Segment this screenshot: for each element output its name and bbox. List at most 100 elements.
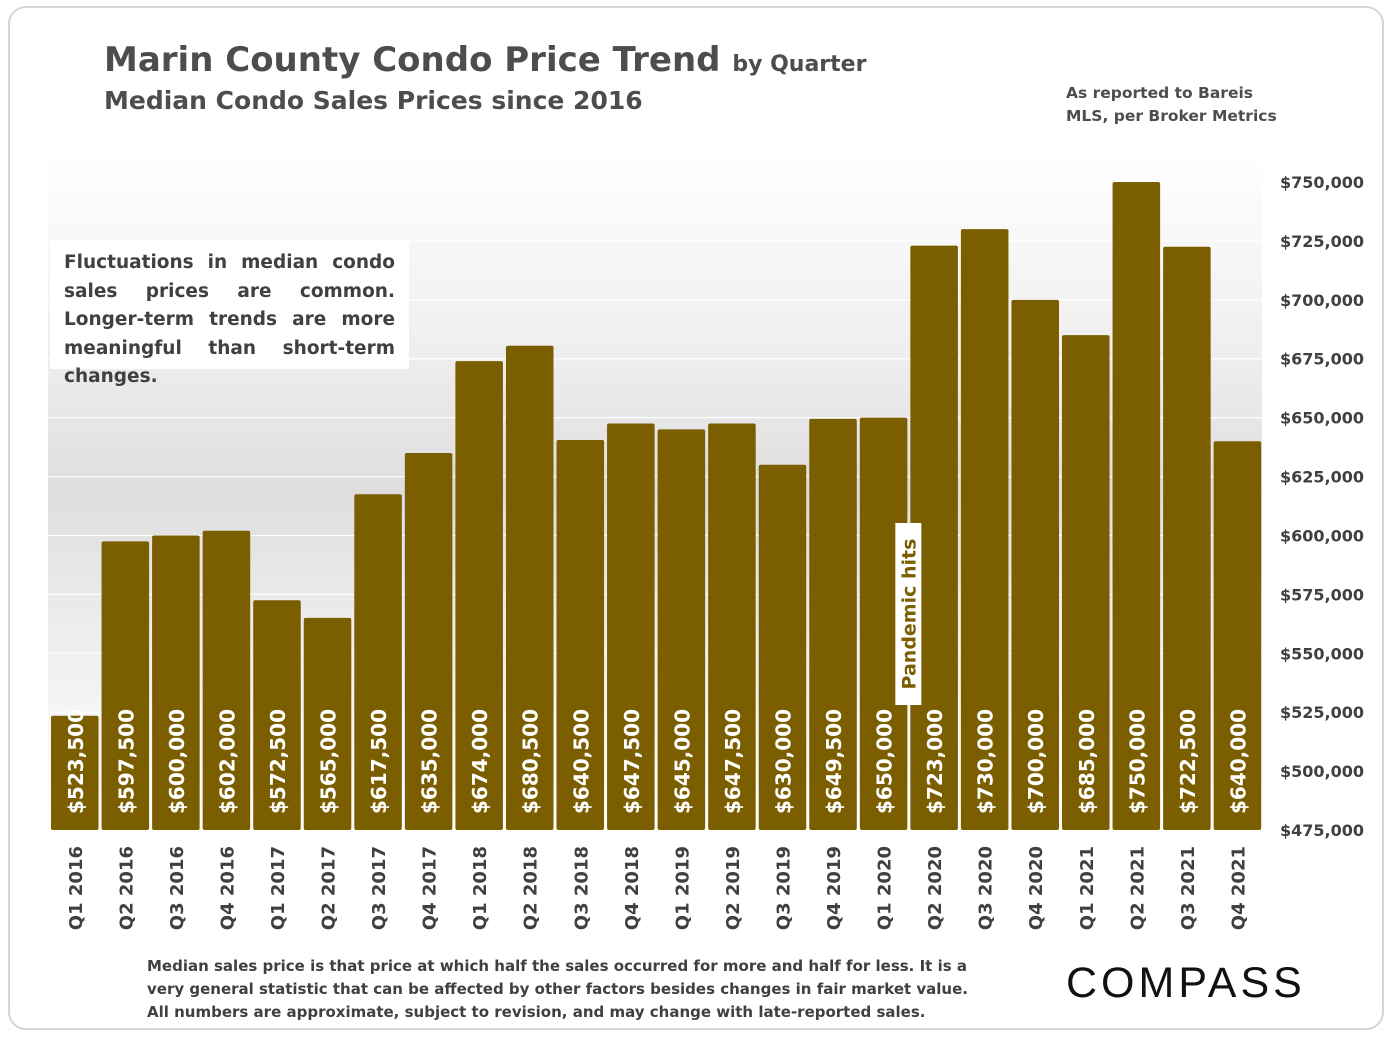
bar	[1062, 335, 1110, 830]
bar	[152, 535, 200, 830]
y-tick-label: $675,000	[1280, 350, 1364, 369]
x-tick-label: Q1 2021	[1077, 846, 1098, 930]
x-tick-label: Q4 2017	[420, 846, 441, 930]
bar-data-label: $640,000	[1226, 709, 1250, 814]
x-tick-label: Q2 2021	[1127, 846, 1148, 930]
bar	[809, 418, 857, 830]
bar	[1112, 182, 1161, 830]
x-tick-label: Q2 2019	[723, 846, 744, 930]
bar-data-label: $602,000	[215, 709, 239, 814]
chart-title: Marin County Condo Price Trend by Quarte…	[104, 40, 866, 80]
source-note: As reported to Bareis MLS, per Broker Me…	[1066, 82, 1277, 128]
bar-data-label: $647,500	[620, 709, 644, 814]
bar	[758, 464, 807, 830]
bar-data-label: $750,000	[1125, 709, 1149, 814]
x-tick-label: Q3 2016	[167, 846, 188, 930]
x-tick-label: Q2 2016	[116, 846, 137, 930]
bar-data-label: $723,000	[923, 709, 947, 814]
source-line: As reported to Bareis	[1066, 84, 1253, 102]
compass-logo-text: COMPASS	[1066, 959, 1306, 1007]
annotation-pandemic-hits: Pandemic hits	[898, 539, 920, 690]
x-tick-label: Q3 2017	[369, 846, 390, 930]
y-tick-label: $500,000	[1280, 762, 1364, 781]
footnote: Median sales price is that price at whic…	[147, 955, 968, 1024]
x-tick-label: Q4 2020	[1026, 846, 1047, 930]
bar	[1011, 299, 1059, 830]
x-tick-label: Q1 2016	[66, 846, 87, 930]
bar-data-label: $674,000	[468, 709, 492, 814]
x-tick-label: Q4 2019	[824, 846, 845, 930]
x-tick-label: Q1 2017	[268, 846, 289, 930]
chart-title-main: Marin County Condo Price Trend	[104, 40, 721, 80]
bar	[404, 452, 453, 830]
x-tick-label: Q1 2020	[875, 846, 896, 930]
bar-data-label: $649,500	[822, 709, 846, 814]
bar	[859, 417, 908, 830]
y-tick-label: $650,000	[1280, 409, 1364, 428]
bar-data-label: $645,000	[670, 709, 694, 814]
bar-data-label: $572,500	[266, 709, 290, 814]
x-tick-label: Q3 2019	[773, 846, 794, 930]
bar	[101, 541, 150, 830]
y-tick-label: $625,000	[1280, 468, 1364, 487]
bar-data-label: $680,500	[519, 709, 543, 814]
x-tick-label: Q3 2018	[571, 846, 592, 930]
x-tick-label: Q3 2021	[1178, 846, 1199, 930]
bar	[354, 494, 402, 830]
bar	[455, 361, 503, 830]
bar-data-label: $650,000	[873, 709, 897, 814]
bar-data-label: $700,000	[1024, 709, 1048, 814]
bar	[910, 245, 958, 830]
y-tick-label: $550,000	[1280, 644, 1364, 663]
x-tick-label: Q4 2016	[217, 846, 238, 930]
x-tick-label: Q3 2020	[976, 846, 997, 930]
bar-data-label: $640,500	[569, 709, 593, 814]
y-tick-label: $525,000	[1280, 703, 1364, 722]
bar	[607, 423, 655, 830]
y-tick-label: $725,000	[1280, 232, 1364, 251]
chart-title-suffix: by Quarter	[732, 52, 867, 77]
y-tick-label: $575,000	[1280, 585, 1364, 604]
x-tick-label: Q1 2019	[672, 846, 693, 930]
bar	[253, 600, 301, 830]
y-tick-label: $700,000	[1280, 291, 1364, 310]
footnote-line: All numbers are approximate, subject to …	[147, 1003, 926, 1021]
x-tick-label: Q2 2020	[925, 846, 946, 930]
footnote-line: very general statistic that can be affec…	[147, 980, 968, 998]
bar-data-label: $685,000	[1075, 709, 1099, 814]
bar	[1213, 441, 1262, 830]
annotation-background	[895, 523, 922, 705]
bar	[657, 429, 706, 830]
x-tick-label: Q4 2021	[1228, 846, 1249, 930]
bar	[960, 229, 1009, 831]
bar	[556, 440, 605, 830]
bar-data-label: $565,000	[317, 709, 341, 814]
bar	[303, 617, 352, 830]
x-tick-label: Q4 2018	[622, 846, 643, 930]
bar	[51, 715, 99, 830]
chart-subtitle: Median Condo Sales Prices since 2016	[104, 86, 643, 115]
bar-data-label: $730,000	[974, 709, 998, 814]
bar	[505, 345, 554, 830]
bar	[1163, 246, 1211, 831]
bar-data-label: $647,500	[721, 709, 745, 814]
compass-logo: COMPASS	[1066, 959, 1306, 1007]
note-box: Fluctuations in median condo sales price…	[50, 241, 409, 387]
x-tick-label: Q2 2018	[521, 846, 542, 930]
footnote-line: Median sales price is that price at whic…	[147, 957, 967, 975]
x-tick-label: Q2 2017	[319, 846, 340, 930]
source-line: MLS, per Broker Metrics	[1066, 107, 1277, 125]
bar-data-label: $597,500	[114, 709, 138, 814]
bar-data-label: $617,500	[367, 709, 391, 814]
x-tick-label: Q1 2018	[470, 846, 491, 930]
bar-data-label: $635,000	[418, 709, 442, 814]
bar	[202, 530, 251, 830]
y-tick-label: $600,000	[1280, 526, 1364, 545]
bar-data-label: $630,000	[771, 709, 795, 814]
bar-data-label: $600,000	[165, 709, 189, 814]
y-tick-label: $750,000	[1280, 173, 1364, 192]
y-tick-label: $475,000	[1280, 821, 1364, 840]
bar-data-label: $722,500	[1176, 709, 1200, 814]
bar-data-label: $523,500	[64, 709, 88, 814]
